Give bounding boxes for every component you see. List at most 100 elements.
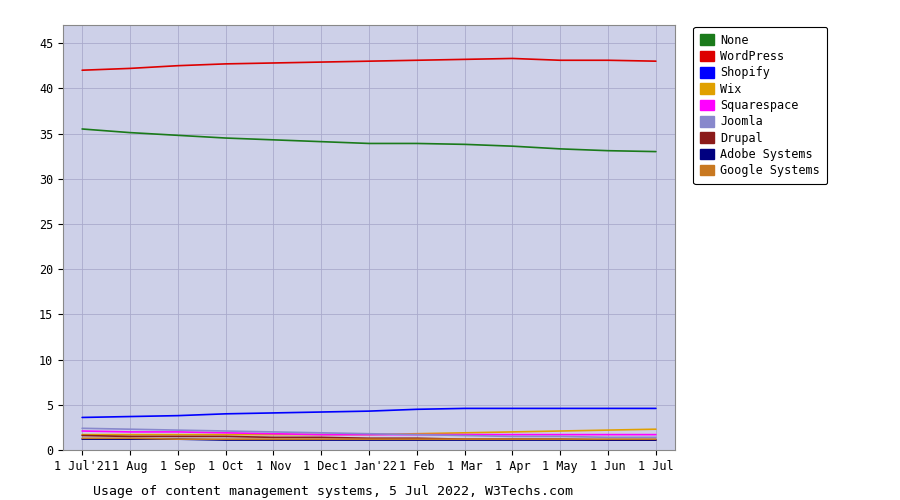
Line: Drupal: Drupal xyxy=(82,436,656,440)
Wix xyxy=(364,432,374,438)
None xyxy=(220,135,231,141)
Google Systems xyxy=(173,436,184,442)
Drupal xyxy=(173,434,184,440)
Shopify xyxy=(603,406,614,411)
Wix xyxy=(220,432,231,438)
Squarespace xyxy=(220,430,231,436)
WordPress xyxy=(76,67,87,73)
Google Systems xyxy=(364,436,374,442)
Line: Shopify: Shopify xyxy=(82,408,656,418)
Text: Usage of content management systems, 5 Jul 2022, W3Techs.com: Usage of content management systems, 5 J… xyxy=(93,485,573,498)
Shopify xyxy=(507,406,517,411)
Squarespace xyxy=(124,429,135,435)
Wix xyxy=(603,427,614,433)
Squarespace xyxy=(316,432,327,438)
None xyxy=(316,138,327,144)
Adobe Systems xyxy=(554,437,566,443)
Joomla xyxy=(76,426,87,432)
Joomla xyxy=(124,426,135,432)
Drupal xyxy=(507,436,517,442)
Squarespace xyxy=(651,432,661,438)
Adobe Systems xyxy=(651,437,661,443)
Line: Joomla: Joomla xyxy=(82,428,656,438)
Drupal xyxy=(554,436,566,442)
Wix xyxy=(411,430,422,436)
Adobe Systems xyxy=(173,436,184,442)
WordPress xyxy=(173,62,184,68)
Google Systems xyxy=(268,436,279,442)
Google Systems xyxy=(124,435,135,441)
Adobe Systems xyxy=(316,437,327,443)
Wix xyxy=(651,426,661,432)
Drupal xyxy=(220,434,231,440)
None xyxy=(173,132,184,138)
None xyxy=(459,142,470,148)
Adobe Systems xyxy=(507,437,517,443)
Legend: None, WordPress, Shopify, Wix, Squarespace, Joomla, Drupal, Adobe Systems, Googl: None, WordPress, Shopify, Wix, Squarespa… xyxy=(693,26,827,184)
Shopify xyxy=(76,414,87,420)
Adobe Systems xyxy=(459,437,470,443)
WordPress xyxy=(507,56,517,62)
Shopify xyxy=(554,406,566,411)
Joomla xyxy=(603,434,614,440)
None xyxy=(364,140,374,146)
Google Systems xyxy=(459,436,470,442)
Squarespace xyxy=(76,428,87,434)
Google Systems xyxy=(316,436,327,442)
WordPress xyxy=(411,58,422,64)
Joomla xyxy=(651,434,661,440)
Shopify xyxy=(220,411,231,417)
None xyxy=(411,140,422,146)
Google Systems xyxy=(220,436,231,442)
Wix xyxy=(507,429,517,435)
WordPress xyxy=(459,56,470,62)
Drupal xyxy=(459,436,470,442)
WordPress xyxy=(603,58,614,64)
Line: Squarespace: Squarespace xyxy=(82,431,656,434)
None xyxy=(507,143,517,149)
Squarespace xyxy=(411,432,422,438)
Drupal xyxy=(603,437,614,443)
Joomla xyxy=(173,427,184,433)
Adobe Systems xyxy=(124,436,135,442)
Shopify xyxy=(268,410,279,416)
Wix xyxy=(554,428,566,434)
None xyxy=(651,148,661,154)
Adobe Systems xyxy=(220,437,231,443)
Adobe Systems xyxy=(76,436,87,442)
Joomla xyxy=(507,434,517,440)
Drupal xyxy=(268,434,279,440)
Line: Wix: Wix xyxy=(82,429,656,434)
Wix xyxy=(459,430,470,436)
None xyxy=(76,126,87,132)
Shopify xyxy=(411,406,422,412)
Joomla xyxy=(554,434,566,440)
Line: Adobe Systems: Adobe Systems xyxy=(82,439,656,440)
Adobe Systems xyxy=(603,437,614,443)
WordPress xyxy=(316,59,327,65)
Drupal xyxy=(411,435,422,441)
Squarespace xyxy=(554,432,566,438)
WordPress xyxy=(220,61,231,67)
WordPress xyxy=(554,58,566,64)
Wix xyxy=(268,432,279,438)
WordPress xyxy=(124,66,135,71)
Google Systems xyxy=(603,436,614,442)
Joomla xyxy=(220,428,231,434)
Google Systems xyxy=(76,435,87,441)
Joomla xyxy=(268,429,279,435)
Squarespace xyxy=(173,429,184,435)
Squarespace xyxy=(507,432,517,438)
Joomla xyxy=(459,432,470,438)
Google Systems xyxy=(411,436,422,442)
Google Systems xyxy=(554,436,566,442)
WordPress xyxy=(651,58,661,64)
Adobe Systems xyxy=(411,437,422,443)
Wix xyxy=(316,432,327,438)
Wix xyxy=(124,432,135,438)
None xyxy=(554,146,566,152)
Shopify xyxy=(316,409,327,415)
None xyxy=(603,148,614,154)
WordPress xyxy=(364,58,374,64)
Shopify xyxy=(124,414,135,420)
